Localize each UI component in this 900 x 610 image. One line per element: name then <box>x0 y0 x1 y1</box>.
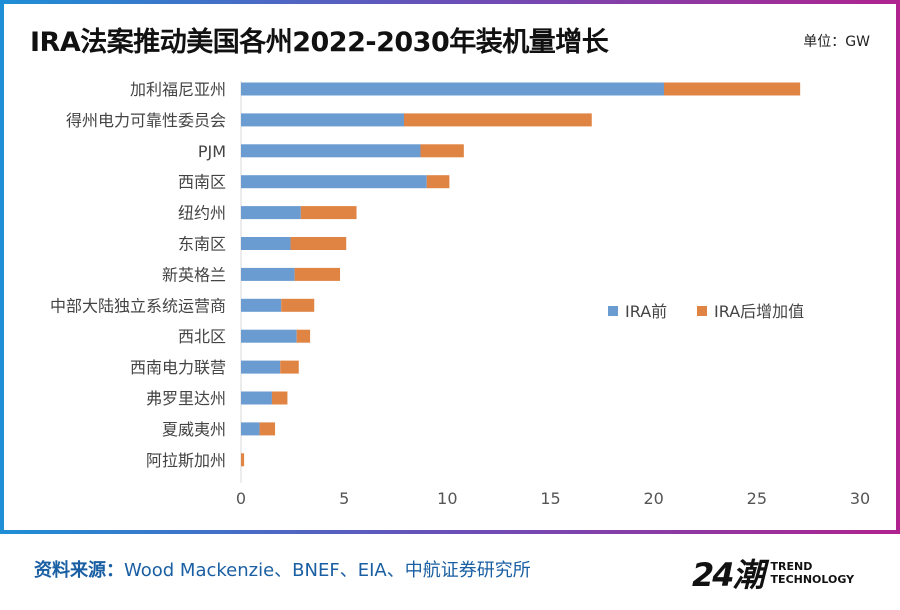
category-label: 夏威夷州 <box>162 420 226 439</box>
x-tick-label: 5 <box>339 489 349 508</box>
x-tick-label: 10 <box>437 489 457 508</box>
legend-swatch <box>608 306 618 316</box>
chart-frame: IRA法案推动美国各州2022-2030年装机量增长 单位：GW 加利福尼亚州得… <box>0 0 900 534</box>
category-label: 加利福尼亚州 <box>130 80 226 99</box>
bar-before <box>241 391 272 405</box>
x-tick-label: 15 <box>540 489 560 508</box>
category-label: 西南电力联营 <box>130 358 226 377</box>
bar-before <box>241 267 295 281</box>
bar-before <box>241 144 421 158</box>
bar-after <box>420 144 464 158</box>
bar-after <box>404 113 592 127</box>
bar-after <box>426 175 450 189</box>
logo-mark: 24潮 <box>692 556 765 594</box>
bar-after <box>290 237 347 250</box>
chart-title: IRA法案推动美国各州2022-2030年装机量增长 <box>30 27 609 58</box>
x-tick-label: 20 <box>643 489 663 508</box>
bar-after <box>259 422 276 436</box>
bar-before <box>241 175 427 189</box>
bar-before <box>241 360 281 374</box>
legend-swatch <box>697 306 707 316</box>
category-label: 纽约州 <box>178 204 226 223</box>
bar-after <box>663 82 801 96</box>
category-label: 弗罗里达州 <box>146 389 226 408</box>
x-tick-label: 25 <box>747 489 767 508</box>
bar-after <box>296 329 311 343</box>
category-label: PJM <box>198 142 226 161</box>
source-text: Wood Mackenzie、BNEF、EIA、中航证券研究所 <box>124 560 531 581</box>
bar-after <box>271 391 288 405</box>
logo-line2: TECHNOLOGY <box>770 573 855 586</box>
unit-label: 单位：GW <box>803 34 870 50</box>
category-label: 东南区 <box>178 235 226 254</box>
category-label: 阿拉斯加州 <box>146 451 226 470</box>
x-tick-label: 0 <box>236 489 246 508</box>
logo: 24潮 TREND TECHNOLOGY <box>692 550 854 596</box>
source-label: 资料来源： <box>34 560 124 581</box>
bar-before <box>241 329 297 343</box>
bar-before <box>241 113 405 127</box>
bar-before <box>241 298 282 312</box>
chart-panel: IRA法案推动美国各州2022-2030年装机量增长 单位：GW 加利福尼亚州得… <box>4 4 896 530</box>
legend-label: IRA后增加值 <box>714 302 804 321</box>
bar-after <box>300 206 357 220</box>
bar-before <box>241 422 260 436</box>
category-label: 西南区 <box>178 173 226 192</box>
category-label: 新英格兰 <box>162 265 226 284</box>
bar-after <box>241 453 245 467</box>
bar-before <box>241 82 664 96</box>
bar-before <box>241 237 291 250</box>
legend-label: IRA前 <box>625 302 667 321</box>
category-label: 得州电力可靠性委员会 <box>66 111 226 130</box>
source-note: 资料来源：Wood Mackenzie、BNEF、EIA、中航证券研究所 <box>34 556 531 582</box>
category-label: 西北区 <box>178 327 226 346</box>
bar-after <box>280 360 299 374</box>
bar-after <box>294 267 341 281</box>
category-label: 中部大陆独立系统运营商 <box>50 296 226 315</box>
logo-line1: TREND <box>770 560 813 573</box>
bar-after <box>281 298 315 312</box>
x-tick-label: 30 <box>850 489 870 508</box>
bar-before <box>241 206 301 220</box>
